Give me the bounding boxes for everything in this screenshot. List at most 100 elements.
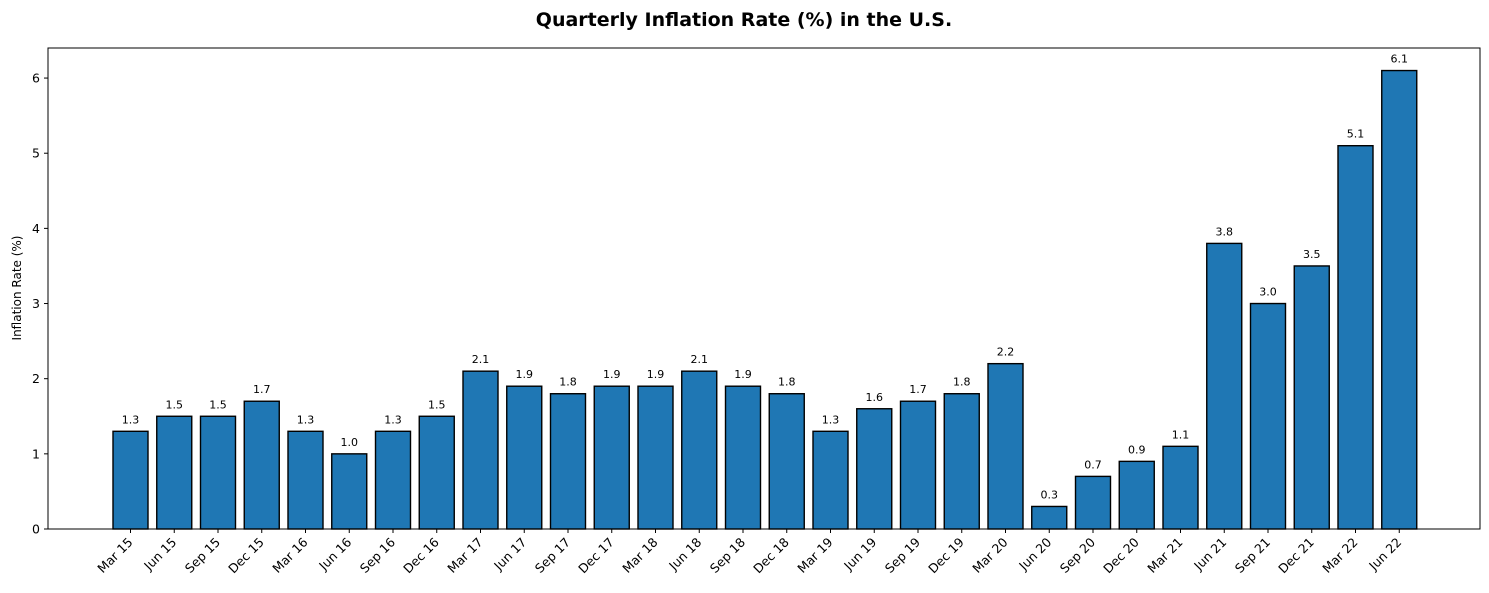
bar bbox=[1293, 265, 1330, 530]
bar bbox=[943, 393, 980, 530]
bar bbox=[1206, 242, 1243, 530]
data-label: 1.6 bbox=[866, 391, 884, 404]
data-label: 3.0 bbox=[1259, 286, 1277, 299]
x-tick-label: Dec 16 bbox=[400, 534, 442, 576]
y-axis-label: Inflation Rate (%) bbox=[10, 236, 24, 341]
data-label: 1.0 bbox=[341, 436, 359, 449]
bar bbox=[1381, 69, 1418, 530]
x-tick-label: Mar 17 bbox=[444, 535, 485, 576]
data-label: 3.5 bbox=[1303, 248, 1321, 261]
y-axis: 0 1 2 3 4 5 6 bbox=[32, 71, 48, 537]
x-tick-label: Dec 20 bbox=[1100, 534, 1142, 576]
bar bbox=[1118, 460, 1155, 530]
x-tick-label: Dec 21 bbox=[1275, 535, 1317, 577]
data-label: 1.9 bbox=[734, 368, 752, 381]
data-label: 1.3 bbox=[297, 413, 315, 426]
data-label: 1.8 bbox=[953, 376, 971, 389]
bar bbox=[637, 385, 674, 530]
data-label: 6.1 bbox=[1391, 53, 1409, 66]
data-label: 1.9 bbox=[516, 368, 534, 381]
x-axis: Mar 15 Jun 15 Sep 15 Dec 15 Mar 16 Jun 16 Sep … bbox=[94, 529, 1404, 576]
data-label: 1.8 bbox=[778, 376, 796, 389]
bar bbox=[681, 370, 718, 530]
bar bbox=[768, 393, 805, 530]
x-tick-label: Dec 19 bbox=[925, 534, 967, 576]
x-tick-label: Jun 18 bbox=[665, 534, 704, 573]
bar bbox=[243, 400, 280, 530]
chart-title: Quarterly Inflation Rate (%) in the U.S. bbox=[536, 9, 952, 31]
x-tick-label: Jun 22 bbox=[1365, 535, 1404, 574]
bar bbox=[549, 393, 587, 530]
x-tick-label: Sep 20 bbox=[1057, 534, 1098, 575]
x-tick-label: Jun 20 bbox=[1015, 534, 1054, 573]
x-tick-label: Dec 15 bbox=[225, 535, 267, 577]
y-tick-label: 3 bbox=[32, 296, 40, 311]
bar bbox=[156, 415, 193, 530]
data-label: 1.5 bbox=[209, 398, 227, 411]
data-label: 1.1 bbox=[1172, 428, 1190, 441]
x-tick-label: Jun 17 bbox=[490, 535, 529, 574]
bar bbox=[374, 430, 412, 530]
data-label: 3.8 bbox=[1216, 225, 1234, 238]
data-label: 0.9 bbox=[1128, 443, 1146, 456]
plot-frame bbox=[47, 47, 1481, 530]
y-tick-label: 1 bbox=[32, 446, 40, 461]
bar bbox=[1074, 475, 1112, 530]
y-tick-label: 0 bbox=[32, 522, 40, 537]
x-tick-label: Jun 15 bbox=[140, 535, 179, 574]
bar bbox=[1162, 445, 1199, 530]
data-label: 1.7 bbox=[909, 383, 927, 396]
data-labels-group: 1.3 1.5 1.5 1.7 1.3 1.0 1.3 1.5 2.1 1.9 1.8 1.9 1.9 2… bbox=[122, 53, 1408, 502]
x-tick-label: Mar 22 bbox=[1319, 535, 1360, 576]
x-tick-label: Mar 18 bbox=[619, 534, 660, 575]
data-label: 2.1 bbox=[691, 353, 709, 366]
bar bbox=[506, 385, 543, 530]
x-tick-label: Mar 20 bbox=[969, 534, 1010, 575]
data-label: 1.5 bbox=[428, 398, 446, 411]
data-label: 1.3 bbox=[384, 413, 402, 426]
x-tick-label: Mar 19 bbox=[794, 534, 835, 575]
x-tick-label: Mar 21 bbox=[1144, 535, 1185, 576]
y-tick-label: 4 bbox=[32, 221, 40, 236]
x-tick-label: Mar 15 bbox=[94, 535, 135, 576]
data-label: 1.3 bbox=[822, 413, 840, 426]
y-tick-label: 2 bbox=[32, 371, 40, 386]
data-label: 1.3 bbox=[122, 413, 140, 426]
bar bbox=[1249, 302, 1287, 530]
data-label: 1.9 bbox=[647, 368, 665, 381]
bar bbox=[724, 385, 762, 530]
bar bbox=[987, 362, 1024, 530]
x-tick-label: Sep 17 bbox=[532, 535, 573, 576]
x-tick-label: Sep 19 bbox=[882, 534, 923, 575]
bar bbox=[1031, 505, 1068, 530]
bar bbox=[462, 370, 499, 530]
x-tick-label: Jun 16 bbox=[315, 534, 354, 573]
x-tick-label: Jun 19 bbox=[840, 534, 879, 573]
data-label: 2.2 bbox=[997, 346, 1015, 359]
data-label: 2.1 bbox=[472, 353, 490, 366]
bars-group bbox=[112, 69, 1418, 530]
bar bbox=[593, 385, 630, 530]
x-tick-label: Sep 21 bbox=[1232, 535, 1273, 576]
x-tick-label: Sep 16 bbox=[357, 534, 398, 575]
x-tick-label: Dec 17 bbox=[575, 535, 617, 577]
bar bbox=[112, 430, 149, 530]
y-tick-label: 5 bbox=[32, 146, 40, 161]
x-tick-label: Jun 21 bbox=[1190, 535, 1229, 574]
bar bbox=[331, 453, 368, 530]
x-tick-label: Sep 15 bbox=[182, 535, 223, 576]
x-tick-label: Sep 18 bbox=[707, 534, 748, 575]
bar bbox=[287, 430, 324, 530]
data-label: 1.7 bbox=[253, 383, 271, 396]
y-tick-label: 6 bbox=[32, 71, 40, 86]
data-label: 1.9 bbox=[603, 368, 621, 381]
bar bbox=[812, 430, 849, 530]
bar bbox=[856, 408, 893, 530]
x-tick-label: Dec 18 bbox=[750, 534, 792, 576]
bar bbox=[199, 415, 237, 530]
bar bbox=[1337, 145, 1374, 530]
data-label: 1.5 bbox=[166, 398, 184, 411]
bar bbox=[899, 400, 937, 530]
x-tick-label: Mar 16 bbox=[269, 534, 310, 575]
